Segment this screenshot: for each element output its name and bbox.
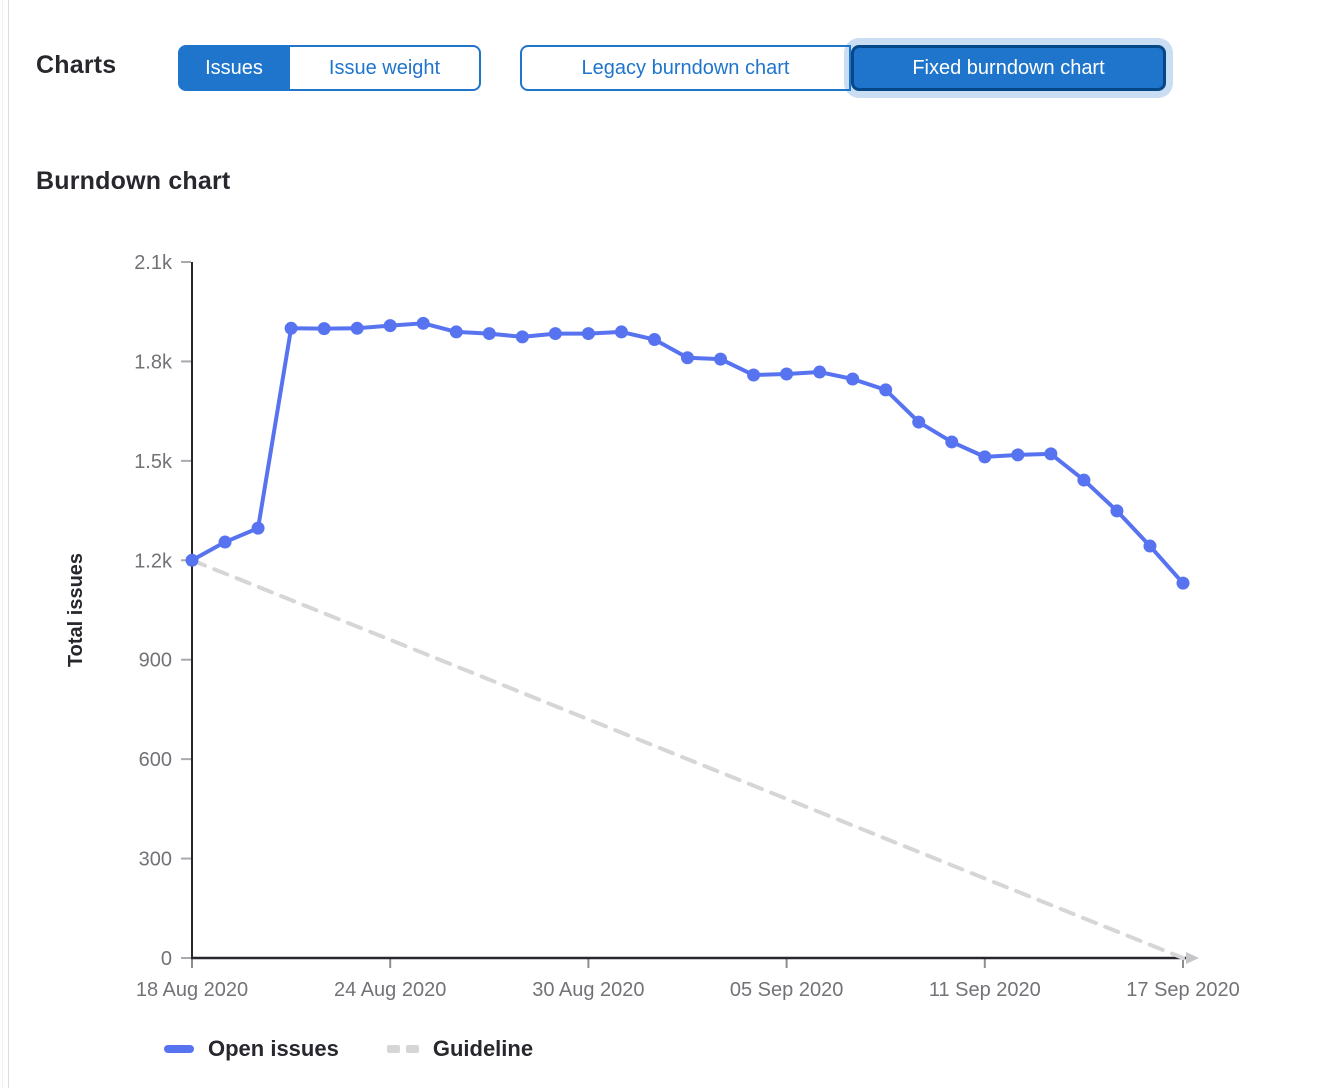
svg-text:0: 0 <box>161 948 172 970</box>
legend-item-guideline[interactable]: Guideline <box>386 1036 534 1062</box>
svg-text:1.5k: 1.5k <box>134 451 173 473</box>
svg-text:600: 600 <box>139 749 172 771</box>
svg-text:300: 300 <box>139 849 172 871</box>
svg-text:24 Aug 2020: 24 Aug 2020 <box>334 979 446 1001</box>
fixed-burndown-chart-button[interactable]: Fixed burndown chart <box>851 45 1166 91</box>
issues-toggle-button[interactable]: Issues <box>178 45 290 91</box>
chart-type-toggle-group: Legacy burndown chart Fixed burndown cha… <box>520 45 1166 91</box>
svg-text:05 Sep 2020: 05 Sep 2020 <box>730 979 843 1001</box>
chart-legend: Open issues Guideline <box>164 1036 533 1062</box>
legend-item-open-issues[interactable]: Open issues <box>164 1036 339 1062</box>
legacy-burndown-chart-button[interactable]: Legacy burndown chart <box>520 45 851 91</box>
burndown-chart-title: Burndown chart <box>36 167 231 195</box>
svg-text:17 Sep 2020: 17 Sep 2020 <box>1126 979 1239 1001</box>
open-issues-line-swatch <box>164 1045 194 1053</box>
svg-text:1.8k: 1.8k <box>134 351 173 373</box>
page-left-border-soft <box>2 0 3 1088</box>
svg-text:900: 900 <box>139 650 172 672</box>
guideline-legend-label: Guideline <box>432 1036 534 1061</box>
charts-label: Charts <box>36 51 117 79</box>
open-issues-legend-label: Open issues <box>208 1036 339 1061</box>
svg-text:18 Aug 2020: 18 Aug 2020 <box>136 979 248 1001</box>
svg-text:30 Aug 2020: 30 Aug 2020 <box>532 979 644 1001</box>
burndown-chart-svg[interactable]: 0 300 600 900 1.2k 1.5k 1.8k 2.1k 18 Aug 2020 24 … <box>0 240 1328 1020</box>
guideline-dash-icon <box>386 1045 400 1053</box>
svg-text:2.1k: 2.1k <box>134 252 173 274</box>
guideline-dash-icon <box>405 1045 419 1053</box>
metric-toggle-group: Issues Issue weight <box>178 45 481 91</box>
svg-text:Total issues: Total issues <box>65 553 87 667</box>
page-left-border <box>8 0 9 1088</box>
guideline-dashed-swatch <box>386 1045 419 1053</box>
issue-weight-toggle-button[interactable]: Issue weight <box>290 45 481 91</box>
svg-text:11 Sep 2020: 11 Sep 2020 <box>929 979 1041 1001</box>
svg-text:1.2k: 1.2k <box>134 550 173 572</box>
